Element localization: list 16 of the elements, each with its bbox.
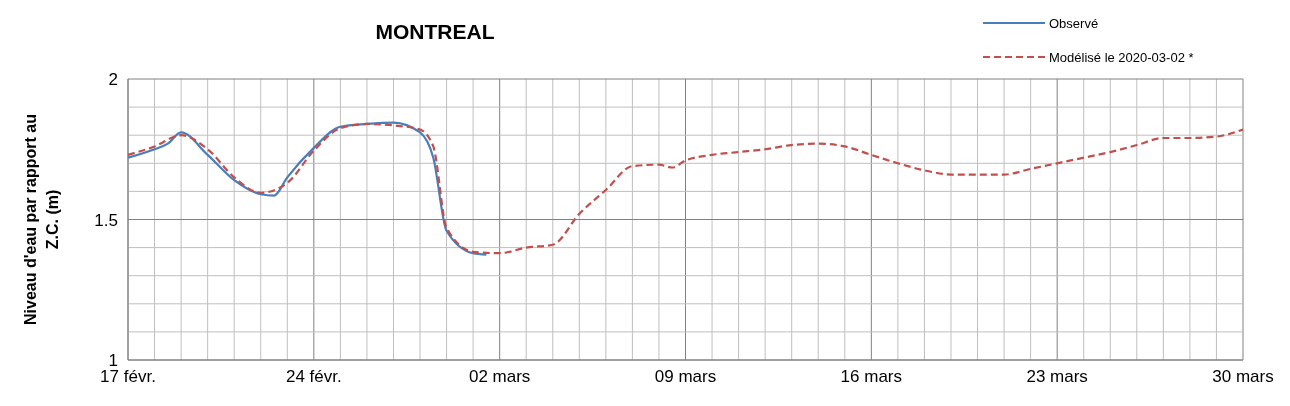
y-tick-label: 1	[108, 351, 118, 370]
chart-title: MONTREAL	[375, 20, 495, 43]
x-tick-label: 24 févr.	[285, 367, 342, 386]
x-tick-label: 30 mars	[1212, 367, 1274, 386]
line-series	[126, 122, 1245, 255]
x-tick-label: 16 mars	[840, 367, 903, 386]
x-tick-label: 02 mars	[468, 367, 531, 386]
y-axis-title: Niveau d'eau par rapport au Z.C. (m)	[22, 114, 61, 325]
legend-label: Modélisé le 2020-03-02 *	[1049, 50, 1194, 65]
y-tick-label: 1.5	[94, 210, 118, 230]
legend-label: Observé	[1049, 16, 1099, 31]
x-tick-label: 09 mars	[654, 367, 717, 386]
x-tick-label: 23 mars	[1026, 367, 1088, 386]
y-tick-label: 2	[108, 70, 118, 89]
x-tick-label: 17 févr.	[100, 367, 156, 386]
line-series	[126, 121, 488, 256]
